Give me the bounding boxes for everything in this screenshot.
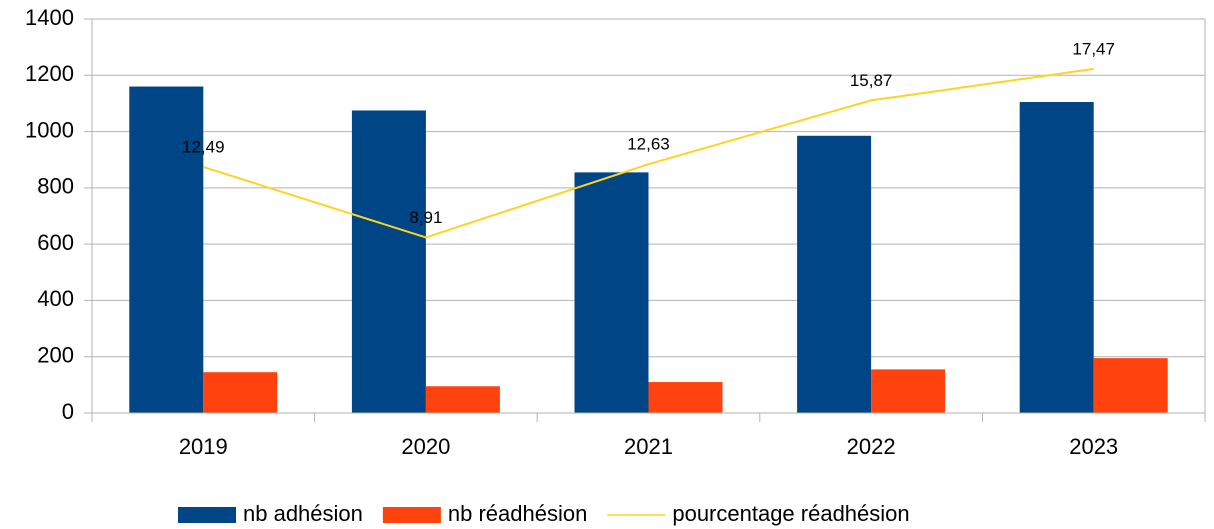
bar (425, 386, 500, 413)
bar (797, 135, 872, 414)
x-tick-label: 2021 (624, 434, 673, 459)
data-label: 17,47 (1072, 39, 1115, 58)
bar (871, 369, 946, 413)
x-tick-label: 2020 (401, 434, 450, 459)
y-tick-label: 600 (37, 230, 74, 255)
legend-label: pourcentage réadhésion (672, 501, 909, 526)
bar (1093, 358, 1168, 413)
bar (1019, 102, 1094, 414)
bar (574, 172, 649, 413)
y-tick-label: 1000 (25, 117, 74, 142)
y-tick-label: 0 (62, 399, 74, 424)
x-tick-label: 2019 (179, 434, 228, 459)
y-tick-label: 800 (37, 174, 74, 199)
y-tick-label: 400 (37, 286, 74, 311)
legend-label: nb adhésion (243, 501, 363, 526)
y-tick-label: 1400 (25, 5, 74, 30)
data-label: 8,91 (409, 208, 442, 227)
line (202, 67, 1094, 239)
y-tick-label: 1200 (25, 61, 74, 86)
x-tick-label: 2023 (1069, 434, 1118, 459)
bar (351, 110, 426, 413)
data-label: 12,49 (182, 137, 225, 156)
data-label: 15,87 (850, 71, 893, 90)
data-label: 12,63 (627, 135, 670, 154)
y-tick-label: 200 (37, 343, 74, 368)
legend-swatch (178, 507, 236, 523)
bar (203, 372, 278, 413)
x-tick-label: 2022 (847, 434, 896, 459)
bar (648, 382, 723, 413)
bar (129, 86, 204, 414)
legend-label: nb réadhésion (448, 501, 587, 526)
legend-swatch (382, 507, 441, 523)
